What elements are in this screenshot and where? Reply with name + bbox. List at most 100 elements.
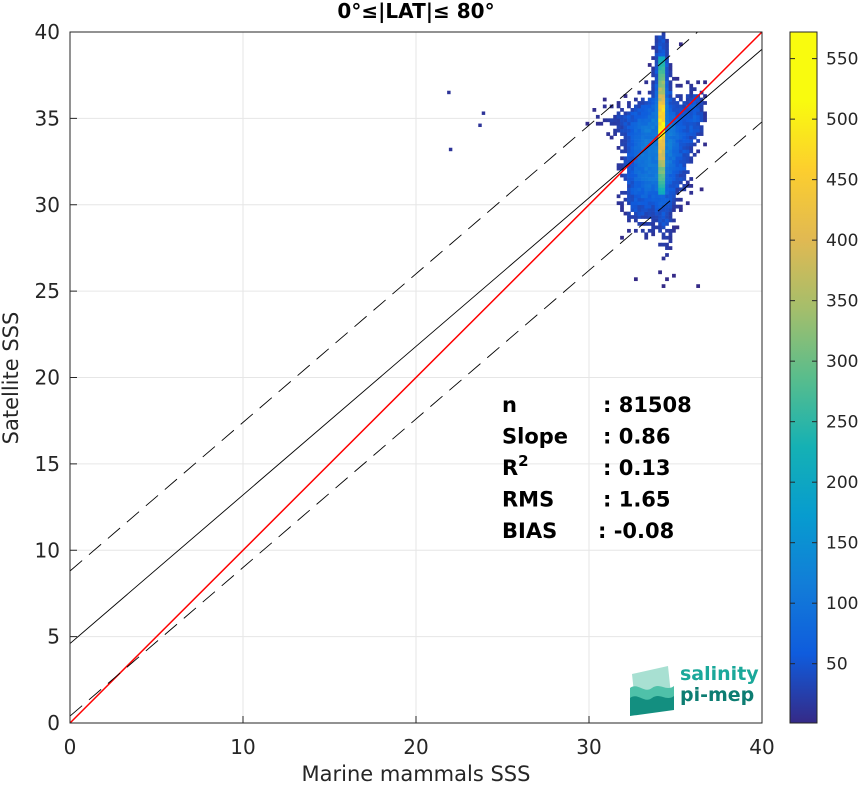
density-cell <box>685 97 690 102</box>
density-cell <box>654 73 659 78</box>
density-cell <box>651 108 656 112</box>
density-cell <box>630 132 635 136</box>
density-cell <box>703 80 707 85</box>
density-cell <box>654 218 659 223</box>
density-cell <box>630 114 635 119</box>
density-cell <box>665 242 669 247</box>
density-cell <box>644 177 649 181</box>
density-cell <box>672 128 676 133</box>
density-cell <box>678 163 683 168</box>
density-cell <box>633 190 638 195</box>
density-cell <box>665 70 669 74</box>
density-cell <box>661 73 666 78</box>
density-cell <box>661 177 666 181</box>
density-cell <box>633 104 638 109</box>
density-cell <box>623 142 628 147</box>
density-cell <box>682 149 687 154</box>
density-cell <box>630 190 635 195</box>
density-cell <box>647 121 652 126</box>
density-cell <box>627 228 631 233</box>
density-cell <box>665 146 669 150</box>
density-cell <box>609 135 614 140</box>
density-cell <box>647 135 652 140</box>
density-cell <box>630 128 635 133</box>
density-cell <box>637 215 642 219</box>
density-cell <box>668 187 673 192</box>
density-cell <box>633 135 638 140</box>
density-cell <box>665 108 669 112</box>
density-cell <box>654 156 659 161</box>
density-cell <box>595 114 600 119</box>
density-cell <box>640 204 645 209</box>
density-cell <box>651 87 656 92</box>
density-cell <box>685 114 690 119</box>
density-cell <box>675 149 680 154</box>
density-cell <box>644 166 649 171</box>
density-cell <box>672 187 676 192</box>
density-cell <box>675 94 680 98</box>
density-cell <box>640 180 645 185</box>
density-cell <box>675 121 680 126</box>
density-cell <box>658 45 662 50</box>
density-cell <box>696 108 701 112</box>
density-cell <box>637 166 642 171</box>
density-cell <box>668 111 673 116</box>
density-cell <box>699 104 704 109</box>
density-cell <box>672 166 676 171</box>
density-cell <box>675 204 680 209</box>
density-cell <box>606 118 611 123</box>
density-cell <box>665 170 669 174</box>
x-tick-label: 20 <box>403 735 428 759</box>
density-cell <box>644 101 649 105</box>
density-cell <box>633 208 638 212</box>
density-cell <box>640 156 645 161</box>
density-cell <box>661 32 666 36</box>
density-cell <box>658 208 662 212</box>
density-cell <box>696 121 701 126</box>
density-cell <box>682 101 687 105</box>
density-cell <box>637 159 642 164</box>
density-cell <box>672 190 676 195</box>
density-cell <box>665 159 669 164</box>
density-cell <box>633 163 638 168</box>
density-cell <box>654 211 659 216</box>
density-cell <box>633 166 638 171</box>
density-cell <box>637 114 642 119</box>
density-cell <box>689 121 694 126</box>
density-cell <box>665 184 669 188</box>
density-cell <box>668 246 673 250</box>
density-cell <box>665 87 669 92</box>
density-cell <box>640 211 645 216</box>
density-cell <box>661 187 666 192</box>
density-cell <box>654 180 659 185</box>
density-cell <box>665 73 669 78</box>
density-cell <box>644 121 649 126</box>
density-cell <box>692 128 697 133</box>
density-cell <box>651 197 656 202</box>
density-cell <box>637 190 642 195</box>
density-cell <box>658 201 662 206</box>
y-tick-label: 15 <box>35 452 60 476</box>
density-cell <box>651 142 656 147</box>
stat-value: : 1.65 <box>603 488 671 512</box>
density-cell <box>623 121 628 126</box>
density-cell <box>668 118 673 123</box>
density-cell <box>623 135 628 140</box>
density-cell <box>651 180 656 185</box>
density-cell <box>675 159 680 164</box>
density-cell <box>699 101 704 105</box>
density-cell <box>630 125 635 130</box>
density-cell <box>682 125 687 130</box>
density-cell <box>654 194 659 199</box>
density-cell <box>627 156 631 161</box>
density-cell <box>672 197 676 202</box>
density-cell <box>665 211 669 216</box>
density-cell <box>633 184 638 188</box>
density-cell <box>658 270 662 275</box>
density-cell <box>696 111 701 116</box>
logo-waves-icon <box>630 666 674 716</box>
density-cell <box>640 114 645 119</box>
density-cell <box>654 59 659 64</box>
density-cell <box>658 215 662 219</box>
